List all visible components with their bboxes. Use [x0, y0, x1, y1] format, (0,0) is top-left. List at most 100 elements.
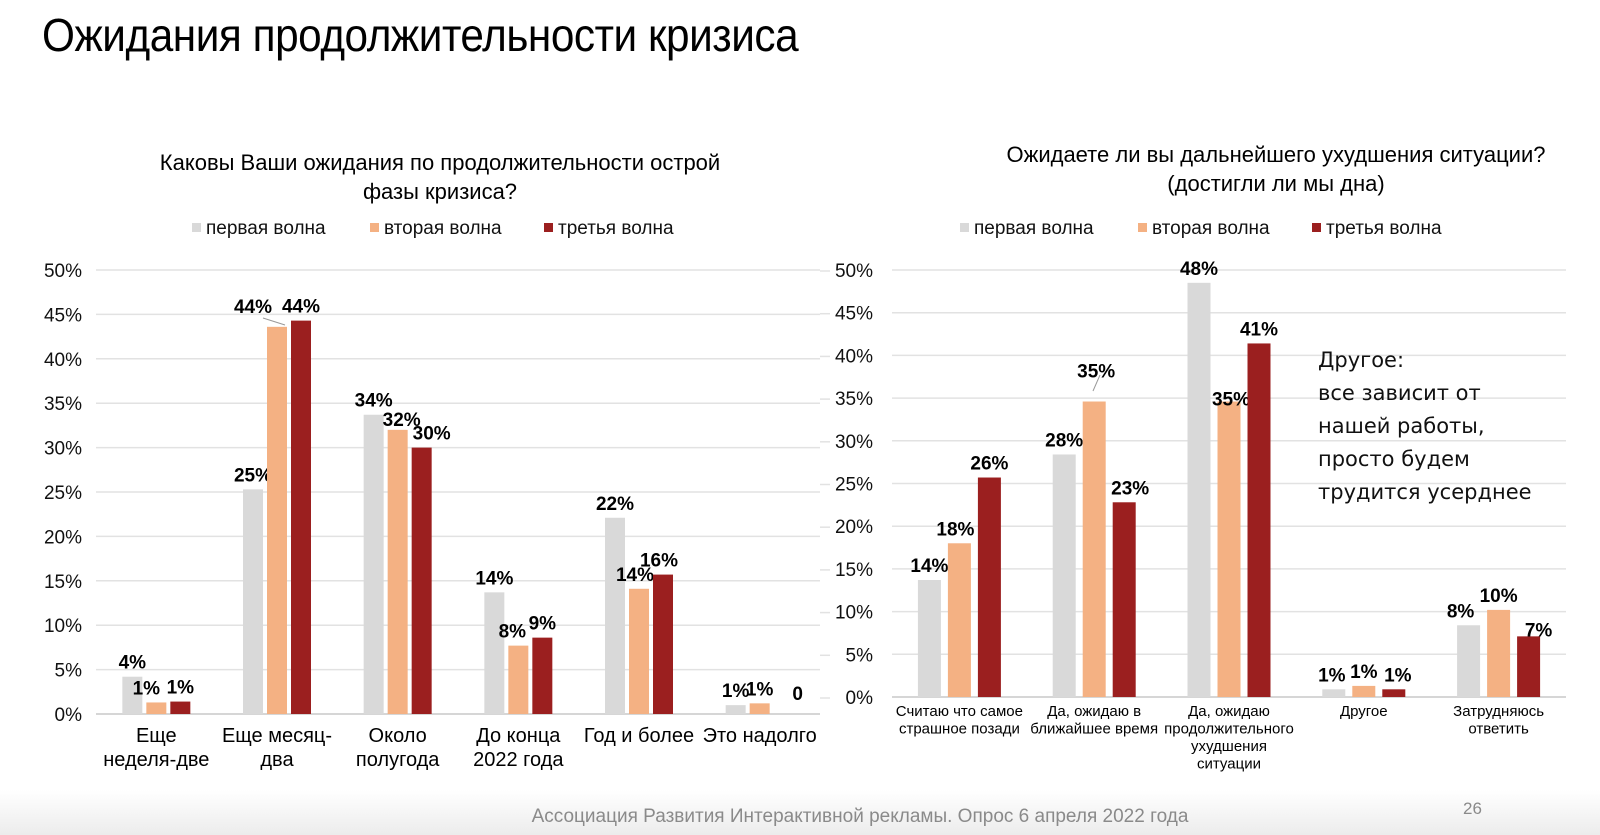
y-tick-label: 50% — [44, 261, 82, 282]
data-label: 1% — [133, 678, 161, 699]
bar-2-3-1 — [1187, 282, 1211, 697]
data-label: 18% — [936, 519, 974, 540]
leader-line — [1092, 374, 1101, 392]
y-tick-label: 30% — [835, 432, 873, 453]
y-tick-label: 5% — [846, 645, 874, 666]
data-label: 14% — [616, 565, 654, 586]
x-category-label: До конца — [476, 725, 561, 747]
bar-2-5-1 — [1457, 625, 1481, 697]
x-category-label: неделя-две — [103, 749, 209, 771]
bar-2-2-2 — [1082, 401, 1106, 697]
y-tick-label: 45% — [44, 305, 82, 326]
x-category-label: Считаю что самое — [896, 703, 1023, 720]
bar-1-4-2 — [508, 645, 529, 714]
data-label: 14% — [475, 568, 513, 589]
other-answer-callout: Другое: все зависит от нашей работы, про… — [1318, 348, 1532, 504]
data-label: 4% — [119, 653, 147, 674]
data-label: 35% — [1077, 362, 1115, 383]
bar-1-1-3 — [170, 701, 191, 714]
x-category-label: полугода — [356, 749, 440, 771]
x-category-label: Около — [369, 725, 427, 747]
y-tick-label: 10% — [835, 603, 873, 624]
data-label: 1% — [722, 681, 750, 702]
data-label: 28% — [1045, 430, 1083, 451]
footer-band — [0, 790, 1600, 835]
data-label: 22% — [596, 494, 634, 515]
y-tick-label: 20% — [44, 527, 82, 548]
data-label: 1% — [746, 679, 774, 700]
bar-1-1-1 — [122, 676, 143, 714]
chart-2-title-line: Ожидаете ли вы дальнейшего ухудшения сит… — [1006, 142, 1545, 167]
bar-2-4-1 — [1322, 689, 1346, 697]
chart-2-title-line: (достигли ли мы дна) — [1167, 171, 1384, 196]
bar-2-3-2 — [1217, 401, 1241, 697]
x-category-label: продолжительного — [1164, 721, 1294, 738]
data-label: 26% — [970, 454, 1008, 475]
data-label: 34% — [355, 391, 393, 412]
slide-title: Ожидания продолжительности кризиса — [42, 9, 799, 61]
x-category-label: 2022 года — [473, 749, 564, 771]
bar-1-3-3 — [411, 447, 432, 714]
x-category-label: Еще — [136, 725, 177, 747]
bar-2-1-2 — [947, 543, 971, 697]
y-tick-label: 25% — [44, 483, 82, 504]
x-category-label: Еще месяц- — [222, 725, 332, 747]
legend-swatch-1 — [960, 223, 969, 232]
chart-1-title-line: Каковы Ваши ожидания по продолжительност… — [160, 150, 720, 175]
y-tick-label: 50% — [835, 261, 873, 282]
legend-label-2: вторая волна — [384, 218, 502, 239]
legend-label-3: третья волна — [558, 218, 674, 239]
y-tick-label: 20% — [835, 517, 873, 538]
bar-1-5-3 — [653, 574, 673, 714]
y-tick-label: 15% — [835, 560, 873, 581]
bar-2-3-3 — [1247, 343, 1271, 697]
data-label: 23% — [1111, 478, 1149, 499]
legend-label-3: третья волна — [1326, 218, 1442, 239]
data-label: 1% — [1318, 665, 1346, 686]
data-label: 10% — [1480, 586, 1518, 607]
y-tick-label: 15% — [44, 572, 82, 593]
y-tick-label: 30% — [44, 439, 82, 460]
data-label: 41% — [1240, 319, 1278, 340]
y-tick-label: 25% — [835, 475, 873, 496]
data-label: 1% — [1384, 665, 1412, 686]
x-category-label: Год и более — [584, 725, 694, 747]
data-label: 16% — [640, 551, 678, 572]
x-category-label: Затрудняюсь — [1453, 703, 1544, 720]
data-label: 32% — [383, 410, 421, 431]
bar-1-4-1 — [484, 592, 505, 714]
legend-swatch-1 — [192, 223, 201, 232]
y-tick-label: 40% — [44, 350, 82, 371]
legend-label-2: вторая волна — [1152, 218, 1270, 239]
y-tick-label: 35% — [44, 394, 82, 415]
legend-swatch-2 — [1138, 223, 1147, 232]
legend-label-1: первая волна — [974, 218, 1094, 239]
data-label: 44% — [234, 297, 272, 318]
x-category-label: ответить — [1468, 721, 1529, 738]
legend-swatch-3 — [1312, 223, 1321, 232]
bar-1-2-1 — [243, 489, 263, 714]
legend-swatch-3 — [544, 223, 553, 232]
bar-2-2-3 — [1112, 502, 1136, 697]
y-tick-label: 35% — [835, 389, 873, 410]
x-category-label: ближайшее время — [1030, 721, 1158, 738]
legend-swatch-2 — [370, 223, 379, 232]
x-category-label: Да, ожидаю — [1188, 703, 1270, 720]
bar-1-6-1 — [725, 705, 746, 714]
x-category-label: Да, ожидаю в — [1047, 703, 1141, 720]
y-tick-label: 45% — [835, 304, 873, 325]
x-category-label: два — [260, 749, 294, 771]
bar-1-3-2 — [387, 429, 408, 714]
bar-1-2-3 — [291, 320, 311, 714]
leader-line — [262, 317, 286, 326]
y-tick-label: 40% — [835, 346, 873, 367]
bar-1-3-1 — [363, 414, 384, 714]
x-category-label: ухудшения — [1191, 738, 1267, 755]
x-category-label: Другое — [1340, 703, 1388, 720]
data-label: 8% — [499, 622, 527, 643]
bar-2-5-2 — [1487, 609, 1511, 697]
bar-2-1-1 — [917, 580, 941, 697]
data-label: 30% — [413, 424, 451, 445]
data-label: 0 — [792, 684, 803, 705]
